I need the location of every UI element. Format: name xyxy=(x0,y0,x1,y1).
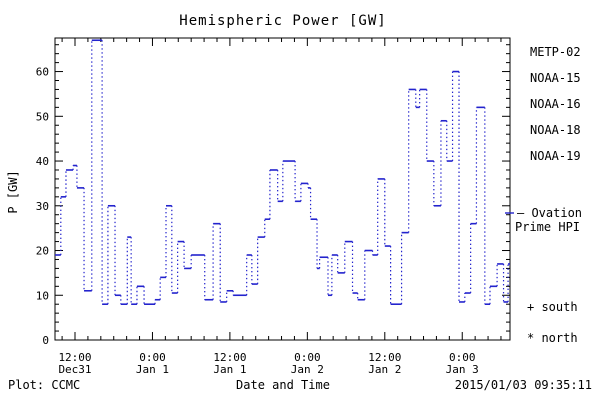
legend-item-noaa18: NOAA-18 xyxy=(530,123,581,137)
hpi-step-series xyxy=(55,39,510,306)
x-tick-date: Dec31 xyxy=(58,363,91,376)
plot-credit: Plot: CCMC xyxy=(8,378,80,392)
ovation-label-line2: Prime HPI xyxy=(515,220,580,234)
x-tick-time: 12:00 xyxy=(368,351,401,364)
y-tick-label: 40 xyxy=(36,155,49,168)
legend-item-noaa16: NOAA-16 xyxy=(530,97,581,111)
plot-frame xyxy=(54,37,511,341)
legend-item-noaa15: NOAA-15 xyxy=(530,71,581,85)
y-tick-label: 20 xyxy=(36,245,49,258)
x-tick-date: Jan 1 xyxy=(136,363,169,376)
x-tick-time: 0:00 xyxy=(294,351,321,364)
y-tick-label: 60 xyxy=(36,66,49,79)
x-tick-date: Jan 3 xyxy=(446,363,479,376)
north-marker-label: * north xyxy=(527,331,578,345)
x-tick-date: Jan 1 xyxy=(213,363,246,376)
chart-title: Hemispheric Power [GW] xyxy=(179,13,386,29)
y-tick-label: 0 xyxy=(42,334,49,347)
x-tick-time: 12:00 xyxy=(213,351,246,364)
y-axis-title: P [GW] xyxy=(6,170,20,213)
south-marker-label: + south xyxy=(527,300,578,314)
x-tick-date: Jan 2 xyxy=(291,363,324,376)
satellite-legend: METP-02 NOAA-15 NOAA-16 NOAA-18 NOAA-19 xyxy=(530,45,581,163)
ovation-label-line1: — Ovation xyxy=(517,206,582,220)
x-axis-title: Date and Time xyxy=(236,378,330,392)
legend-item-noaa19: NOAA-19 xyxy=(530,149,581,163)
ovation-legend: — Ovation Prime HPI xyxy=(505,206,582,234)
x-tick-time: 12:00 xyxy=(58,351,91,364)
plot-timestamp: 2015/01/03 09:35:11 xyxy=(455,378,592,392)
y-tick-labels: 0 10 20 30 40 50 60 xyxy=(36,66,49,347)
legend-item-metp02: METP-02 xyxy=(530,45,581,59)
y-tick-label: 50 xyxy=(36,110,49,123)
axis-ticks xyxy=(55,38,510,341)
x-tick-time: 0:00 xyxy=(449,351,476,364)
y-tick-label: 10 xyxy=(36,289,49,302)
x-tick-time: 0:00 xyxy=(139,351,166,364)
y-tick-label: 30 xyxy=(36,200,49,213)
x-tick-date: Jan 2 xyxy=(368,363,401,376)
